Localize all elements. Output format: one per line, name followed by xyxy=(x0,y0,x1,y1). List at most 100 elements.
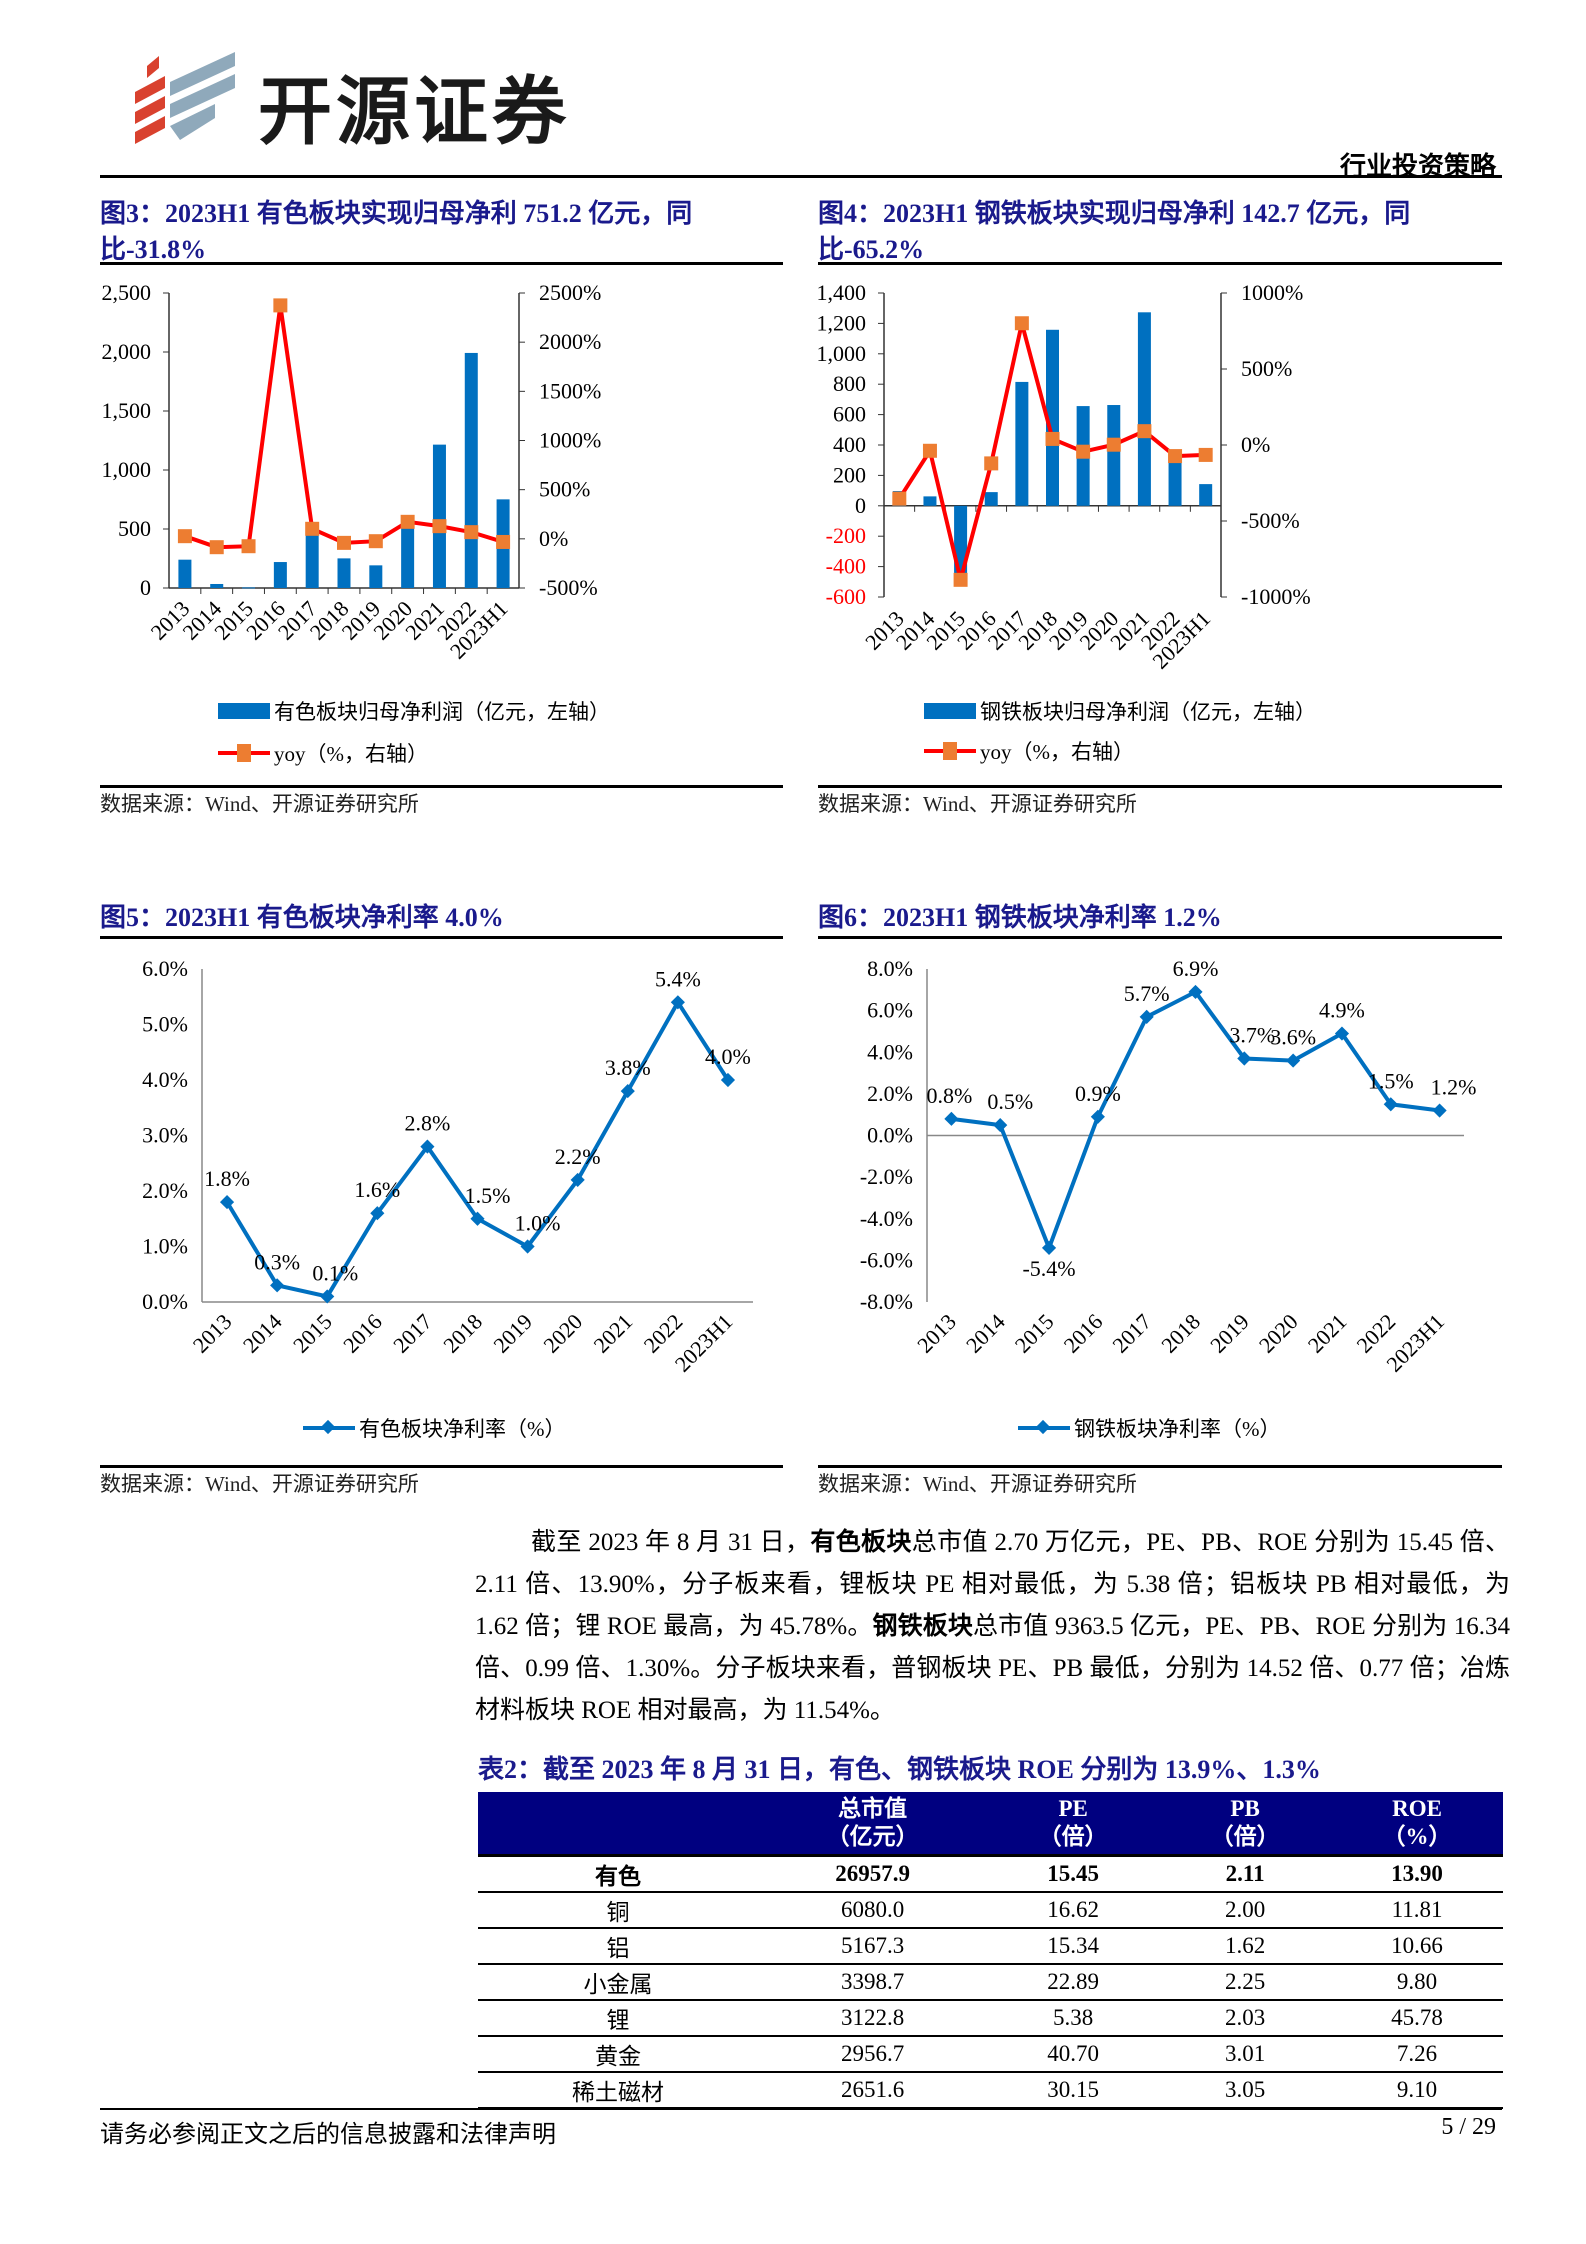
y-axis-tick-label: 5.0% xyxy=(142,1012,188,1037)
header-line: ROE xyxy=(1392,1796,1442,1821)
yoy-marker xyxy=(1137,424,1152,439)
figure-6-chart: -8.0% -6.0% -4.0% -2.0% 0.0% 2.0% 4.0% 6.0% 8.0%… xyxy=(860,956,1477,1377)
table-cell: 7.26 xyxy=(1331,2036,1503,2073)
data-label: 0.3% xyxy=(254,1249,300,1274)
figure-5-title-rule xyxy=(100,936,783,939)
yoy-marker xyxy=(1198,447,1213,462)
header-divider xyxy=(100,175,1502,178)
right-axis-tick-label: 0% xyxy=(539,526,568,551)
right-axis-tick-label: 500% xyxy=(1241,356,1292,381)
table-row: 锂 3122.8 5.38 2.03 45.78 xyxy=(478,2000,1503,2037)
x-axis-label: 2016 xyxy=(1059,1309,1108,1358)
left-axis-tick-label: 1,000 xyxy=(818,341,866,366)
profit-bar xyxy=(178,559,192,588)
x-axis-label: 2014 xyxy=(238,1309,287,1358)
right-axis-tick-label: -500% xyxy=(539,575,598,600)
figure-4-chart: -600 -400 -200 0 200 400 600 800 1,000 1,200 1,400… xyxy=(818,280,1311,674)
table-row: 铝 5167.3 15.34 1.62 10.66 xyxy=(478,1928,1503,1965)
figure-3-chart: 0 500 1,000 1,500 2,000 2,500 -500% 0% 500% 1000%… xyxy=(102,280,602,664)
right-axis-tick-label: 500% xyxy=(539,477,590,502)
table-cell: 2956.7 xyxy=(758,2036,988,2073)
table-cell: 26957.9 xyxy=(758,1855,988,1893)
table-cell: 2.11 xyxy=(1159,1855,1332,1893)
data-point-marker xyxy=(520,1239,535,1254)
yoy-marker xyxy=(984,456,999,471)
legend-label: 钢铁板块归母净利润（亿元，左轴） xyxy=(980,700,1316,724)
x-axis-label: 2019 xyxy=(1205,1309,1254,1358)
data-label: 5.7% xyxy=(1124,981,1170,1006)
header-line: PB xyxy=(1230,1796,1260,1821)
x-axis-label: 2018 xyxy=(438,1309,487,1358)
yoy-marker xyxy=(496,534,511,549)
profit-bar xyxy=(1137,312,1151,506)
data-label: 0.9% xyxy=(1075,1081,1121,1106)
table-row: 稀土磁材 2651.6 30.15 3.05 9.10 xyxy=(478,2072,1503,2109)
figure-6-title: 图6：2023H1 钢铁板块净利率 1.2% xyxy=(818,903,1222,932)
x-axis-label: 2018 xyxy=(1156,1309,1205,1358)
data-point-marker xyxy=(620,1084,635,1099)
left-axis-tick-label: -400 xyxy=(826,554,866,579)
data-label: 0.1% xyxy=(312,1260,358,1285)
data-point-marker xyxy=(1383,1097,1398,1112)
figure-6-bottom-rule xyxy=(818,1465,1502,1468)
data-label: 1.0% xyxy=(515,1211,561,1236)
data-label: 3.7% xyxy=(1229,1022,1275,1047)
figure-4-title: 图4：2023H1 钢铁板块实现归母净利 142.7 亿元，同比-65.2% xyxy=(818,199,1411,264)
x-axis-label: 2016 xyxy=(338,1309,387,1358)
left-axis-tick-label: 200 xyxy=(833,462,866,487)
table-cell: 2651.6 xyxy=(758,2072,988,2109)
data-label: 1.5% xyxy=(465,1183,511,1208)
row-label: 锂 xyxy=(478,2000,758,2037)
y-axis-tick-label: 0.0% xyxy=(867,1123,913,1148)
row-label: 有色 xyxy=(478,1855,758,1893)
yoy-marker xyxy=(432,519,447,534)
profit-bar xyxy=(337,558,351,588)
data-label: 4.0% xyxy=(705,1044,751,1069)
figure-5-title: 图5：2023H1 有色板块净利率 4.0% xyxy=(100,903,504,932)
yoy-marker xyxy=(337,535,351,550)
logo-mark-icon xyxy=(135,52,235,144)
y-axis-tick-label: 6.0% xyxy=(867,998,913,1023)
table-cell: 45.78 xyxy=(1331,2000,1503,2037)
data-label: 3.6% xyxy=(1270,1025,1316,1050)
table-cell: 3.05 xyxy=(1159,2072,1332,2109)
y-axis-tick-label: -4.0% xyxy=(860,1206,913,1231)
table-cell: 15.45 xyxy=(987,1855,1160,1893)
x-axis-label: 2021 xyxy=(589,1309,638,1358)
row-label: 铝 xyxy=(478,1928,758,1965)
table-cell: 40.70 xyxy=(987,2036,1160,2073)
table-cell: 22.89 xyxy=(987,1964,1160,2001)
header-line: PE xyxy=(1058,1796,1088,1821)
figure-5-legend: 有色板块净利率（%） xyxy=(303,1413,566,1443)
figure-3-legend-bar: 有色板块归母净利润（亿元，左轴） xyxy=(218,696,610,726)
figure-3-bottom-rule xyxy=(100,785,783,788)
table-2-title: 表2：截至 2023 年 8 月 31 日，有色、钢铁板块 ROE 分别为 13… xyxy=(478,1755,1321,1784)
column-header: ROE （%） xyxy=(1331,1792,1503,1857)
data-point-marker xyxy=(570,1172,585,1187)
figure-5-source: 数据来源：Wind、开源证券研究所 xyxy=(100,1472,419,1496)
table-cell: 2.03 xyxy=(1159,2000,1332,2037)
table-cell: 3398.7 xyxy=(758,1964,988,2001)
data-label: 0.8% xyxy=(926,1083,972,1108)
figure-4-title-rule xyxy=(818,262,1502,265)
row-label: 稀土磁材 xyxy=(478,2072,758,2109)
yoy-marker xyxy=(953,572,968,587)
x-axis-label: 2013 xyxy=(912,1309,961,1358)
header-line: （倍） xyxy=(1210,1824,1280,1849)
table-cell: 2.25 xyxy=(1159,1964,1332,2001)
yoy-marker xyxy=(1106,437,1121,452)
yoy-marker xyxy=(922,443,937,458)
x-axis-label: 2014 xyxy=(961,1309,1010,1358)
table-cell: 30.15 xyxy=(987,2072,1160,2109)
data-point-marker xyxy=(1139,1009,1154,1024)
profit-bar xyxy=(1107,405,1121,506)
table-cell: 15.34 xyxy=(987,1928,1160,1965)
footer-divider xyxy=(100,2108,1502,2110)
y-axis-tick-label: 3.0% xyxy=(142,1123,188,1148)
left-axis-tick-label: 2,500 xyxy=(102,280,152,305)
data-point-marker xyxy=(670,995,685,1010)
figure-4-legend-bar: 钢铁板块归母净利润（亿元，左轴） xyxy=(924,696,1316,726)
profit-bar xyxy=(432,444,446,588)
profit-bar xyxy=(305,535,319,588)
figure-5-chart: 0.0% 1.0% 2.0% 3.0% 4.0% 5.0% 6.0% 1.8% 0.3% 0.1%… xyxy=(142,956,753,1377)
